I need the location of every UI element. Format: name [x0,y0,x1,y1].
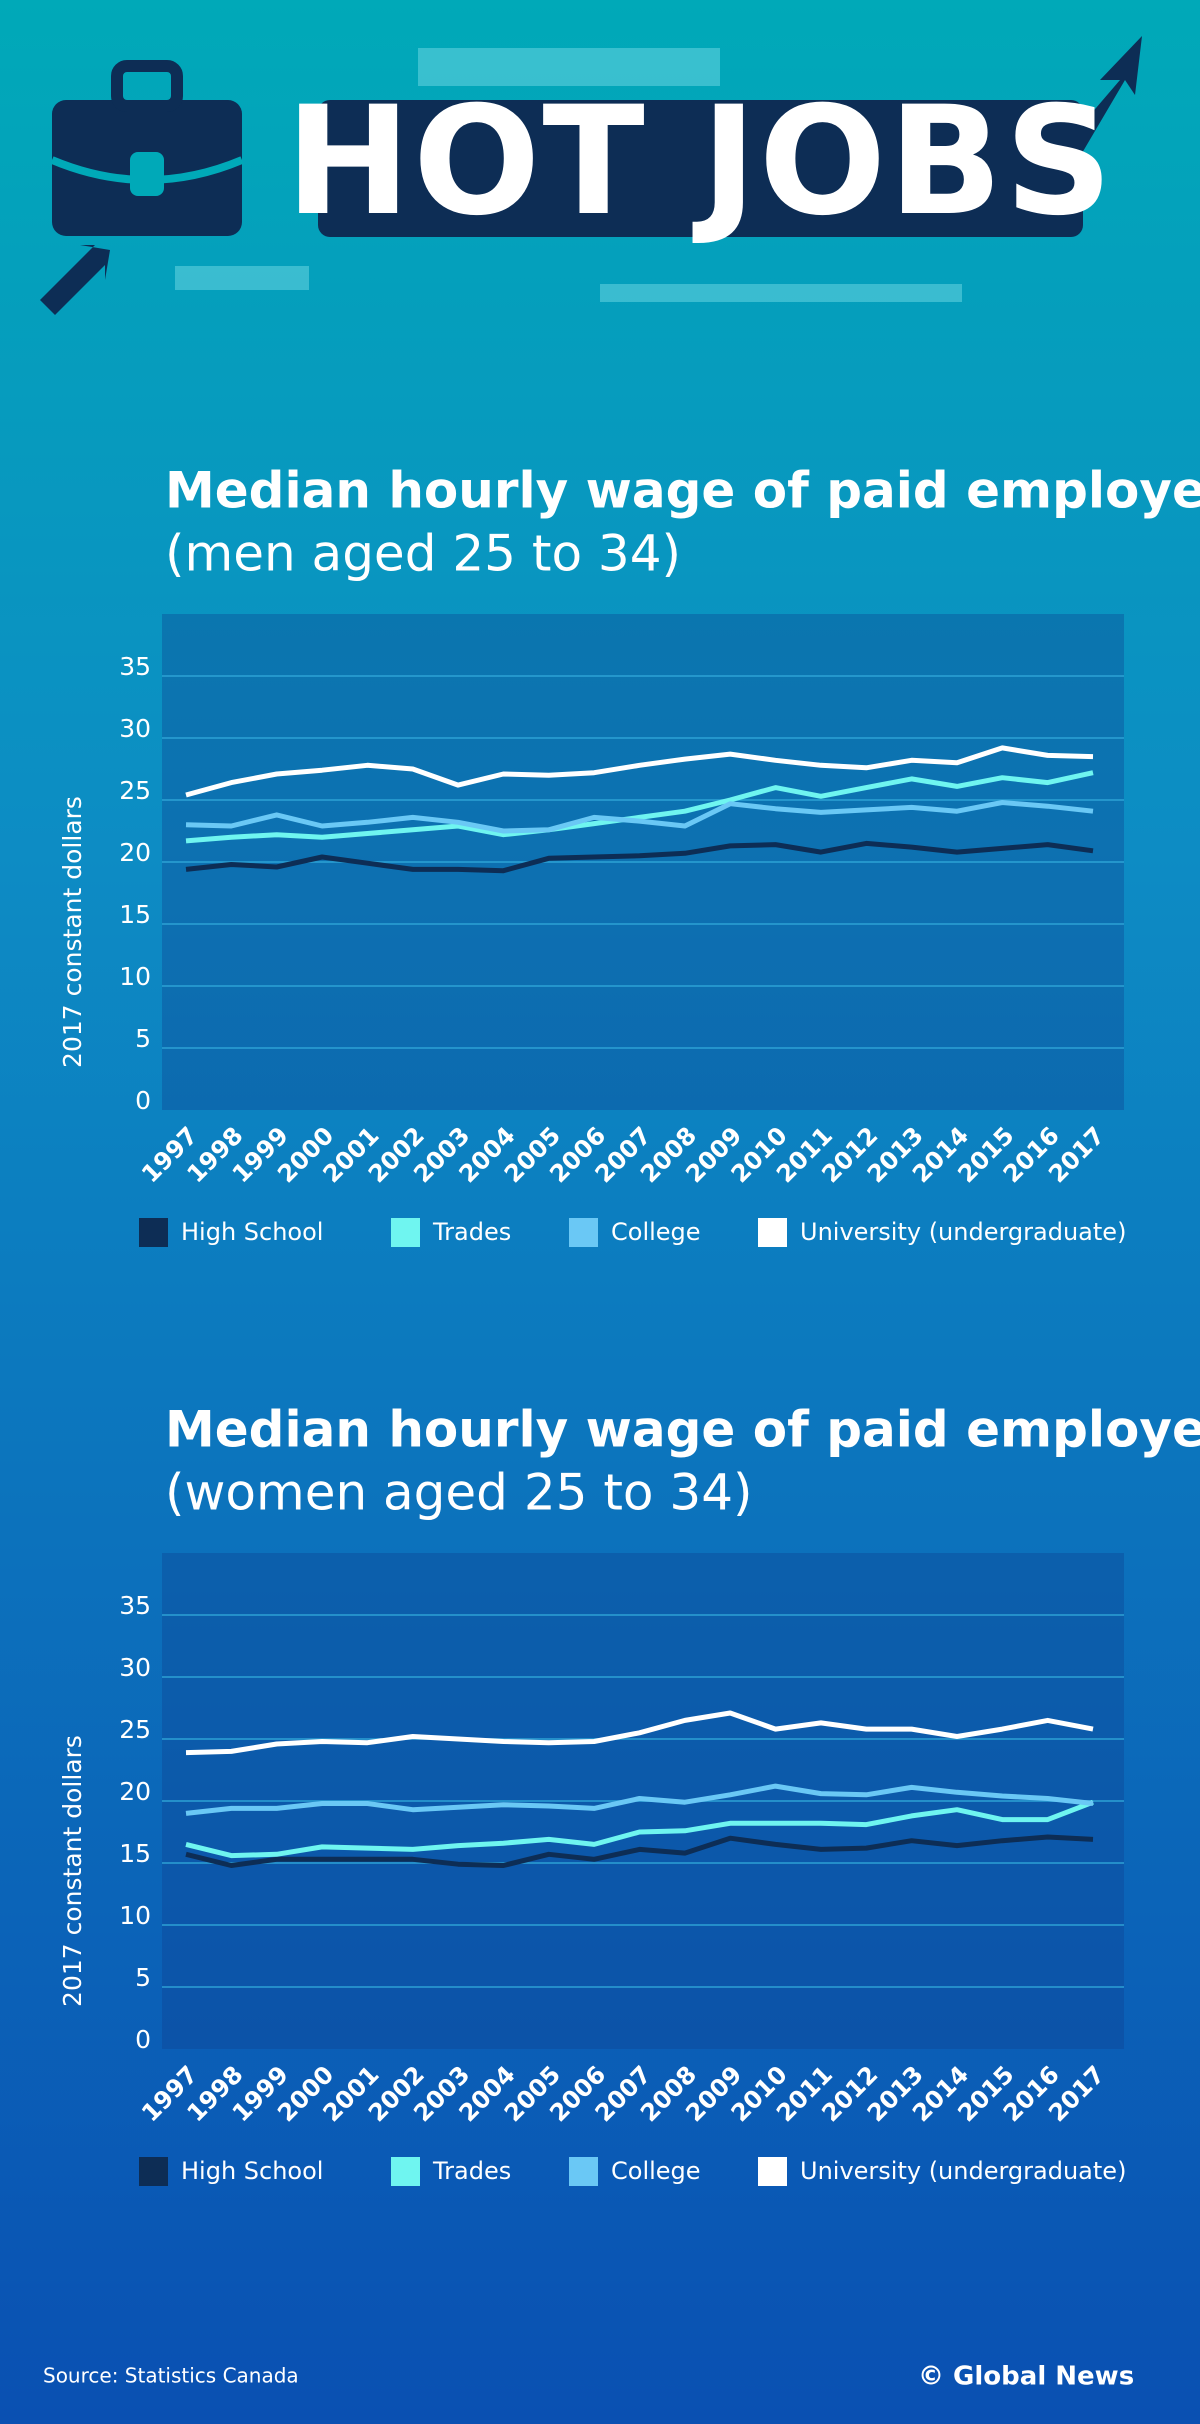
source: Source: Statistics Canada [43,2364,299,2388]
y-tick-label: 25 [119,1715,151,1744]
legend-label: High School [181,1218,323,1246]
data-line [185,1783,1094,1816]
legend-label: College [611,2157,701,2185]
legend-swatch [569,2157,598,2186]
y-tick-label: 5 [135,1963,151,1992]
y-axis-label: 2017 constant dollars [58,796,87,1068]
data-line [185,1834,1094,1868]
legend-label: Trades [432,2157,511,2185]
legend-swatch [569,1218,598,1247]
y-tick-label: 15 [119,900,151,929]
legend-label: Trades [432,1218,511,1246]
legend-swatch [758,2157,787,2186]
legend-label: College [611,1218,701,1246]
legend-label: High School [181,2157,323,2185]
y-tick-label: 0 [135,2025,151,2054]
y-axis-label: 2017 constant dollars [58,1735,87,2007]
data-line [185,800,1094,834]
credit: © Global News [918,2362,1134,2392]
y-tick-label: 35 [119,1591,151,1620]
y-tick-label: 20 [119,838,151,867]
header-title: HOT JOBS [285,75,1114,249]
y-tick-label: 35 [119,652,151,681]
y-tick-label: 5 [135,1024,151,1053]
data-line [185,745,1094,798]
legend-swatch [139,2157,168,2186]
y-tick-label: 15 [119,1839,151,1868]
chart-title: Median hourly wage of paid employees [165,462,1200,520]
y-tick-label: 30 [119,714,151,743]
legend-swatch [758,1218,787,1247]
y-tick-label: 10 [119,1901,151,1930]
legend-swatch [139,1218,168,1247]
y-tick-label: 0 [135,1086,151,1115]
chart-subtitle: (women aged 25 to 34) [165,1464,753,1522]
y-tick-label: 10 [119,962,151,991]
legend-label: University (undergraduate) [800,1218,1126,1246]
data-line [185,770,1094,844]
y-tick-label: 30 [119,1653,151,1682]
data-line [185,1799,1094,1859]
data-line [185,1710,1094,1756]
legend-swatch [391,1218,420,1247]
chart-subtitle: (men aged 25 to 34) [165,525,681,583]
y-tick-label: 25 [119,776,151,805]
header-decor [40,36,1142,315]
y-tick-label: 20 [119,1777,151,1806]
legend-swatch [391,2157,420,2186]
chart-title: Median hourly wage of paid employees [165,1401,1200,1459]
legend-label: University (undergraduate) [800,2157,1126,2185]
data-line [185,840,1094,874]
